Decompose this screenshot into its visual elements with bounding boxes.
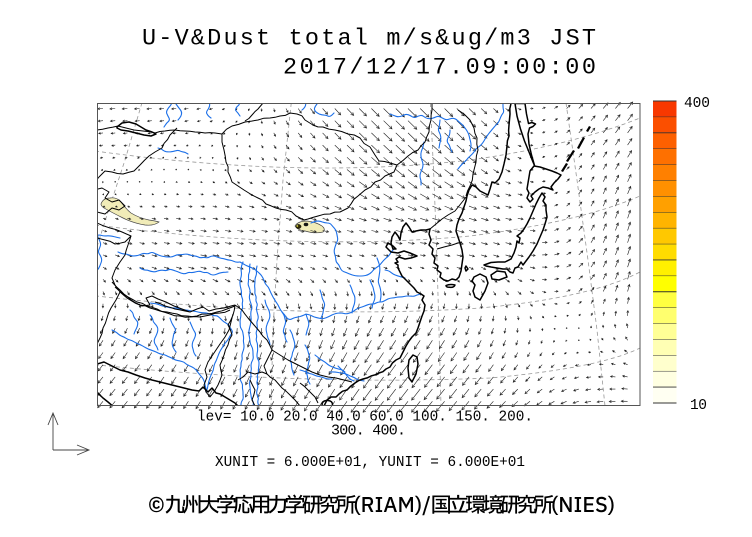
svg-text:lev= 10.0 20.0 40.0 60.0 100.: lev= 10.0 20.0 40.0 60.0 100. 150. 200.	[197, 409, 533, 426]
svg-text:2017/12/17.09:00:00: 2017/12/17.09:00:00	[283, 55, 596, 82]
svg-text:10: 10	[690, 398, 707, 414]
svg-text:300. 400.: 300. 400.	[331, 423, 406, 440]
svg-text:XUNIT = 6.000E+01, YUNIT = 6.0: XUNIT = 6.000E+01, YUNIT = 6.000E+01	[215, 454, 525, 471]
svg-text:400: 400	[684, 96, 710, 112]
